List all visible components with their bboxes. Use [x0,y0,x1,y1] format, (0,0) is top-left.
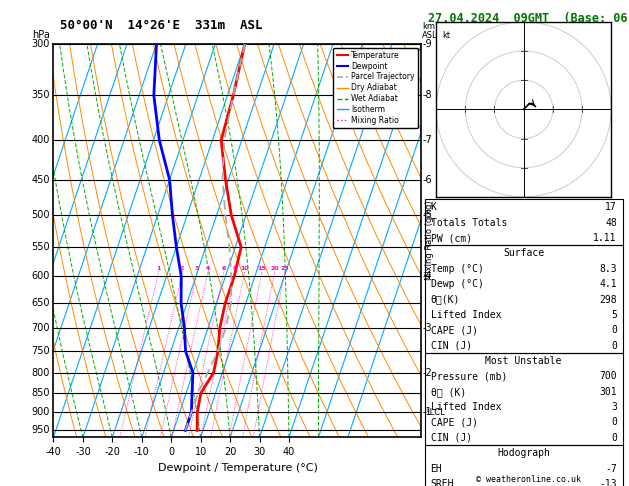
Legend: Temperature, Dewpoint, Parcel Trajectory, Dry Adiabat, Wet Adiabat, Isotherm, Mi: Temperature, Dewpoint, Parcel Trajectory… [333,48,418,128]
Text: CAPE (J): CAPE (J) [430,325,477,335]
Text: 20: 20 [270,266,279,272]
Text: θᴇ(K): θᴇ(K) [430,295,460,305]
Text: 4.1: 4.1 [599,279,617,289]
Text: -2: -2 [422,368,432,378]
Text: Lifted Index: Lifted Index [430,402,501,412]
Text: 6: 6 [221,266,226,272]
Text: -13: -13 [599,479,617,486]
Text: Totals Totals: Totals Totals [430,218,507,228]
Bar [425,245,623,353]
Text: Pressure (mb): Pressure (mb) [430,371,507,382]
Text: 8.3: 8.3 [599,264,617,274]
Text: 1: 1 [156,266,160,272]
Text: Lifted Index: Lifted Index [430,310,501,320]
Bar [425,445,623,486]
Text: 8: 8 [233,266,237,272]
Text: -3: -3 [422,323,431,333]
Text: Most Unstable: Most Unstable [486,356,562,366]
Text: 900: 900 [31,407,50,417]
Text: -9: -9 [422,39,431,49]
Text: hPa: hPa [32,30,50,40]
Text: 1.11: 1.11 [593,233,617,243]
Bar [425,353,623,445]
Text: Hodograph: Hodograph [497,448,550,458]
Text: -7: -7 [605,464,617,473]
Text: 50°00'N  14°26'E  331m  ASL: 50°00'N 14°26'E 331m ASL [60,18,262,32]
Text: K: K [430,202,437,212]
Text: 400: 400 [31,135,50,145]
Text: 0: 0 [611,341,617,350]
Text: 10: 10 [240,266,248,272]
X-axis label: Dewpoint / Temperature (°C): Dewpoint / Temperature (°C) [157,463,318,473]
Text: 25: 25 [280,266,289,272]
Text: 700: 700 [599,371,617,382]
Text: 3: 3 [194,266,199,272]
Text: EH: EH [430,464,442,473]
Text: -7: -7 [422,135,432,145]
Text: 350: 350 [31,90,50,101]
Text: 298: 298 [599,295,617,305]
Text: -1: -1 [422,407,431,417]
Text: 850: 850 [31,388,50,398]
Text: 0: 0 [611,417,617,428]
Text: 500: 500 [31,210,50,220]
Text: SREH: SREH [430,479,454,486]
Text: θᴇ (K): θᴇ (K) [430,387,465,397]
Text: CIN (J): CIN (J) [430,341,472,350]
Bar [425,199,623,245]
Text: Mixing Ratio (g/kg): Mixing Ratio (g/kg) [425,201,433,280]
Text: 650: 650 [31,298,50,308]
Text: 450: 450 [31,175,50,185]
Text: 0: 0 [611,433,617,443]
Text: -6: -6 [422,175,431,185]
Text: 301: 301 [599,387,617,397]
Text: kt: kt [442,31,450,40]
Text: 750: 750 [31,346,50,356]
Text: 4: 4 [206,266,210,272]
Text: CAPE (J): CAPE (J) [430,417,477,428]
Text: Temp (°C): Temp (°C) [430,264,484,274]
Text: 48: 48 [605,218,617,228]
Text: 550: 550 [31,242,50,252]
Text: 700: 700 [31,323,50,333]
Text: 17: 17 [605,202,617,212]
Text: km
ASL: km ASL [422,22,438,40]
Text: 300: 300 [31,39,50,49]
Text: Dewp (°C): Dewp (°C) [430,279,484,289]
Text: 800: 800 [31,368,50,378]
Text: -8: -8 [422,90,431,101]
Text: –¹LCL: –¹LCL [422,408,445,417]
Text: 15: 15 [257,266,266,272]
Text: -4: -4 [422,271,431,281]
Text: -5: -5 [422,210,432,220]
Text: 27.04.2024  09GMT  (Base: 06): 27.04.2024 09GMT (Base: 06) [428,12,629,25]
Text: 3: 3 [611,402,617,412]
Text: 600: 600 [31,271,50,281]
Text: PW (cm): PW (cm) [430,233,472,243]
Text: 5: 5 [611,310,617,320]
Text: 950: 950 [31,425,50,435]
Text: 0: 0 [611,325,617,335]
Text: CIN (J): CIN (J) [430,433,472,443]
Text: Surface: Surface [503,248,544,259]
Text: © weatheronline.co.uk: © weatheronline.co.uk [476,474,581,484]
Text: 2: 2 [180,266,184,272]
